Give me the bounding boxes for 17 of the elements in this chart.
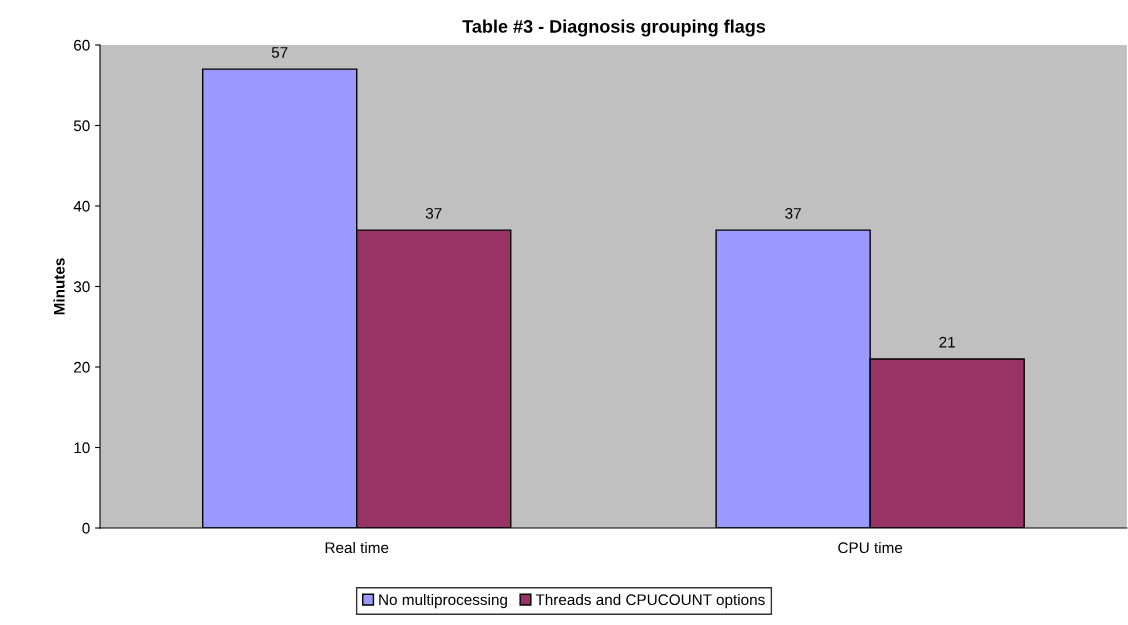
y-tick-label: 50 [73,120,90,132]
data-label: 21 [939,336,955,348]
data-label: 57 [271,47,288,58]
y-tick-label: 30 [73,281,90,293]
y-tick-label: 0 [82,522,90,534]
legend-label: Threads and CPUCOUNT options [535,593,765,609]
legend-label: No multiprocessing [379,593,507,609]
chart-title: Table #3 - Diagnosis grouping flags [462,19,766,37]
data-label: 37 [425,207,442,219]
y-tick-label: 20 [74,361,90,373]
x-tick-label: Real time [325,541,389,554]
y-tick-label: 10 [74,442,90,454]
y-tick-label: 60 [74,39,90,51]
data-label: 37 [785,207,801,219]
x-tick-label: CPU time [838,541,903,554]
y-tick-label: 40 [73,200,90,212]
y-axis-title: Minutes [53,258,65,315]
